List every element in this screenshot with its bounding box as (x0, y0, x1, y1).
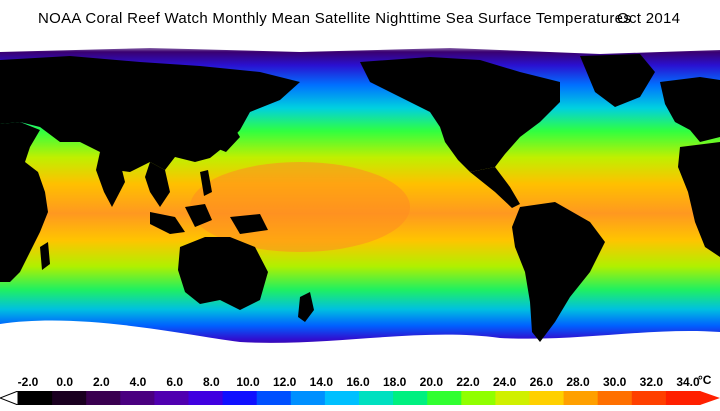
colorbar-tick-label: 28.0 (566, 375, 590, 389)
colorbar-segment (665, 391, 701, 405)
colorbar-segment (597, 391, 633, 405)
africa-west (678, 142, 720, 257)
colorbar-segment (631, 391, 667, 405)
colorbar-segment (222, 391, 258, 405)
colorbar-unit: °C (698, 373, 712, 387)
greenland (580, 54, 655, 107)
sumatra (150, 212, 185, 234)
map-title: NOAA Coral Reef Watch Monthly Mean Satel… (38, 10, 632, 27)
colorbar-tick-label: 32.0 (639, 375, 664, 389)
colorbar-segment (427, 391, 462, 405)
colorbar-tick-label: 8.0 (202, 375, 220, 389)
colorbar-segment (461, 391, 496, 405)
philippines (200, 170, 212, 196)
indochina (145, 162, 170, 207)
borneo (185, 204, 212, 227)
central-america (470, 167, 520, 208)
japan (216, 124, 240, 152)
colorbar-segment (393, 391, 428, 405)
colorbar-tick-label: 6.0 (166, 375, 183, 389)
arctic-ice (0, 42, 720, 54)
colorbar-tick-label: 2.0 (92, 375, 110, 389)
colorbar-segment (188, 391, 224, 405)
land-masses (0, 54, 720, 342)
colorbar-segment (563, 391, 599, 405)
colorbar-tick-label: -2.0 (17, 375, 39, 389)
colorbar-tick-label: 14.0 (309, 375, 334, 389)
africa-east (0, 122, 48, 282)
colorbar-tick-label: 30.0 (602, 375, 627, 389)
colorbar-segment (154, 391, 189, 405)
colorbar-segment (18, 391, 53, 405)
india (96, 152, 125, 207)
colorbar-tick-label: 0.0 (56, 375, 73, 389)
colorbar-tick-label: 4.0 (129, 375, 147, 389)
title-bar: NOAA Coral Reef Watch Monthly Mean Satel… (0, 10, 720, 32)
colorbar-low-arrow (0, 391, 19, 405)
colorbar-segment (290, 391, 326, 405)
colorbar-labels: -2.0 0.0 2.0 4.0 6.0 8.0 10.0 12.0 14.0 16.0 18.0 2… (0, 373, 720, 391)
world-sst-map (0, 42, 720, 372)
europe (660, 77, 720, 142)
colorbar-segment (256, 391, 292, 405)
colorbar-segment (495, 391, 530, 405)
colorbar-tick-label: 16.0 (346, 375, 370, 389)
map-date: Oct 2014 (617, 10, 681, 27)
colorbar-tick-label: 12.0 (272, 375, 297, 389)
colorbar-tick-label: 24.0 (492, 375, 517, 389)
madagascar (40, 242, 50, 270)
colorbar-tick-label: 18.0 (382, 375, 407, 389)
colorbar-tick-label: 22.0 (456, 375, 480, 389)
colorbar-segment (529, 391, 565, 405)
colorbar-tick-label: 26.0 (529, 375, 554, 389)
colorbar-tick-label: 20.0 (419, 375, 444, 389)
south-america (512, 202, 605, 342)
colorbar-segment (86, 391, 121, 405)
new-zealand (298, 292, 314, 322)
colorbar-high-arrow (700, 391, 720, 405)
new-guinea (230, 214, 268, 234)
colorbar-tick-label: 34.0 (676, 375, 700, 389)
australia (178, 237, 268, 310)
colorbar-segment (324, 391, 360, 405)
colorbar-segment (52, 391, 87, 405)
colorbar-tick-label: 10.0 (236, 375, 260, 389)
antarctic-ice (0, 320, 720, 372)
north-america (360, 57, 560, 172)
colorbar-segment (359, 391, 394, 405)
colorbar-segment (120, 391, 155, 405)
colorbar (0, 391, 720, 405)
